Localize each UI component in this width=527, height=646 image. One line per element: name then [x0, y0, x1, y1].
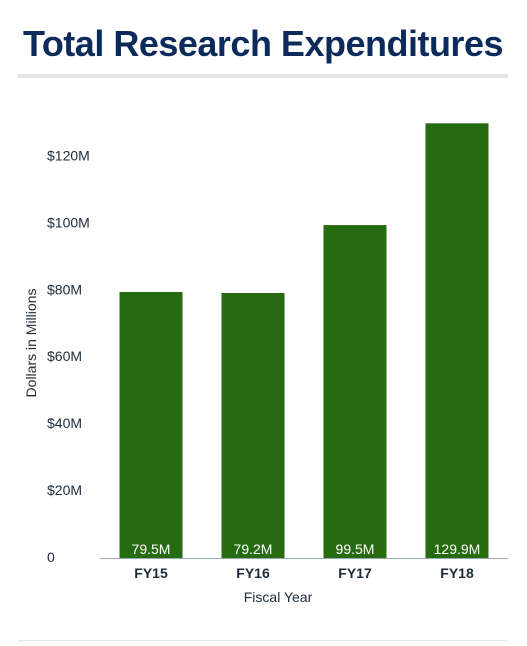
bar-fy17: [323, 225, 387, 559]
y-tick-label: $120M: [47, 147, 90, 163]
x-axis-ticks: FY15 FY16 FY17 FY18: [134, 565, 474, 581]
bar-data-label: 99.5M: [336, 541, 375, 557]
y-tick-label: $100M: [47, 214, 90, 230]
x-tick-label: FY15: [134, 565, 168, 581]
y-tick-label: 0: [47, 549, 55, 565]
x-tick-label: FY18: [440, 565, 474, 581]
bar-fy15: [119, 291, 183, 558]
bar-data-label: 79.5M: [132, 541, 171, 557]
y-tick-label: $40M: [47, 415, 82, 431]
y-axis-title: Dollars in Millions: [23, 289, 39, 398]
y-tick-label: $80M: [47, 281, 82, 297]
bar-fy16: [221, 292, 285, 558]
y-axis-ticks: 0 $20M $40M $60M $80M $100M $120M: [47, 147, 90, 565]
y-tick-label: $20M: [47, 482, 82, 498]
bar-data-label: 79.2M: [234, 541, 273, 557]
x-tick-label: FY17: [338, 565, 372, 581]
y-tick-label: $60M: [47, 348, 82, 364]
bar-fy18: [425, 123, 489, 558]
x-tick-label: FY16: [236, 565, 270, 581]
bar-data-label: 129.9M: [434, 541, 481, 557]
page-title: Total Research Expenditures: [23, 23, 504, 64]
bottom-divider: [18, 640, 508, 641]
title-divider: [18, 74, 508, 78]
bars: 79.5M 79.2M 99.5M 129.9M: [119, 123, 489, 559]
x-axis-title: Fiscal Year: [244, 589, 313, 605]
